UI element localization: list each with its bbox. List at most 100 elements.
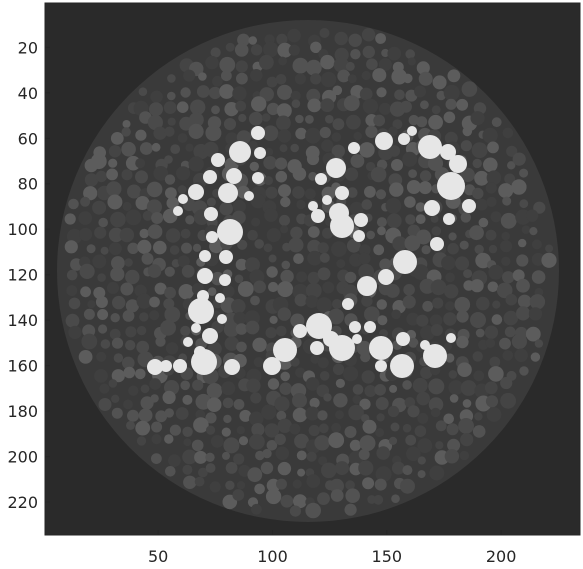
- y-tick-label: 100: [7, 220, 38, 239]
- background-dot: [406, 180, 421, 194]
- background-dot: [488, 244, 498, 254]
- background-dot: [376, 217, 387, 228]
- background-dot: [135, 170, 148, 184]
- digit-dot: [398, 133, 410, 145]
- digit-dot: [224, 359, 240, 375]
- background-dot: [361, 28, 376, 42]
- background-dot: [247, 140, 258, 151]
- background-dot: [281, 260, 291, 270]
- background-dot: [210, 47, 221, 58]
- background-dot: [206, 397, 222, 413]
- background-dot: [66, 269, 78, 281]
- background-dot: [349, 201, 364, 216]
- background-dot: [486, 196, 497, 207]
- background-dot: [246, 378, 261, 393]
- background-dot: [472, 187, 484, 200]
- background-dot: [443, 413, 455, 425]
- background-dot: [100, 246, 109, 255]
- y-tick-label: 140: [7, 311, 38, 330]
- background-dot: [238, 436, 249, 446]
- background-dot: [297, 468, 306, 477]
- digit-dot: [244, 191, 254, 201]
- background-dot: [124, 258, 133, 267]
- background-dot: [137, 239, 152, 254]
- background-dot: [275, 170, 288, 183]
- background-dot: [164, 434, 174, 444]
- background-dot: [343, 95, 360, 112]
- background-dot: [221, 427, 231, 437]
- background-dot: [348, 33, 362, 47]
- background-dot: [194, 450, 208, 464]
- background-dot: [460, 140, 472, 152]
- background-dot: [529, 227, 538, 236]
- background-dot: [275, 446, 290, 461]
- background-dot: [266, 76, 278, 88]
- digit-dot: [217, 314, 227, 324]
- background-dot: [345, 61, 355, 71]
- background-dot: [473, 370, 485, 382]
- background-dot: [237, 239, 248, 250]
- background-dot: [231, 299, 246, 314]
- background-dot: [139, 312, 149, 322]
- background-dot: [344, 503, 357, 516]
- digit-dot: [378, 269, 394, 285]
- background-dot: [250, 295, 260, 306]
- background-dot: [362, 45, 375, 59]
- background-dot: [404, 196, 416, 208]
- background-dot: [84, 173, 99, 187]
- background-dot: [482, 127, 498, 144]
- background-dot: [317, 242, 329, 254]
- background-dot: [191, 439, 204, 452]
- background-dot: [236, 481, 246, 490]
- background-dot: [359, 244, 371, 256]
- background-dot: [163, 101, 177, 114]
- digit-dot: [191, 323, 201, 333]
- background-dot: [279, 382, 293, 396]
- background-dot: [125, 299, 139, 313]
- background-dot: [248, 411, 264, 427]
- background-dot: [182, 464, 193, 475]
- background-dot: [267, 378, 280, 390]
- background-dot: [470, 111, 485, 126]
- background-dot: [308, 171, 318, 181]
- digit-dot: [348, 142, 360, 154]
- background-dot: [319, 252, 330, 263]
- background-dot: [444, 131, 458, 145]
- background-dot: [222, 397, 234, 409]
- background-dot: [501, 231, 511, 241]
- background-dot: [245, 320, 260, 335]
- background-dot: [502, 350, 514, 361]
- background-dot: [391, 461, 405, 475]
- background-dot: [373, 114, 386, 127]
- background-dot: [456, 335, 469, 349]
- background-dot: [375, 397, 389, 410]
- background-dot: [377, 315, 388, 326]
- background-dot: [487, 281, 499, 293]
- background-dot: [400, 100, 412, 113]
- background-dot: [504, 173, 516, 185]
- x-tick-label: 150: [372, 547, 403, 566]
- background-dot: [317, 492, 330, 505]
- background-dot: [266, 440, 278, 451]
- background-dot: [221, 381, 236, 396]
- background-dot: [97, 309, 109, 320]
- background-dot: [422, 300, 434, 312]
- background-dot: [177, 133, 188, 143]
- background-dot: [352, 384, 364, 395]
- background-dot: [306, 474, 321, 488]
- background-dot: [275, 157, 288, 170]
- background-dot: [277, 461, 292, 476]
- background-dot: [406, 446, 421, 462]
- background-dot: [98, 217, 108, 228]
- background-dot: [516, 306, 531, 321]
- background-dot: [262, 448, 272, 459]
- background-dot: [402, 380, 412, 390]
- background-dot: [136, 340, 150, 354]
- background-dot: [448, 370, 458, 379]
- background-dot: [96, 351, 107, 362]
- background-dot: [320, 71, 337, 88]
- background-dot: [140, 384, 150, 394]
- background-dot: [278, 56, 287, 66]
- background-dot: [475, 328, 485, 338]
- background-dot: [365, 161, 376, 172]
